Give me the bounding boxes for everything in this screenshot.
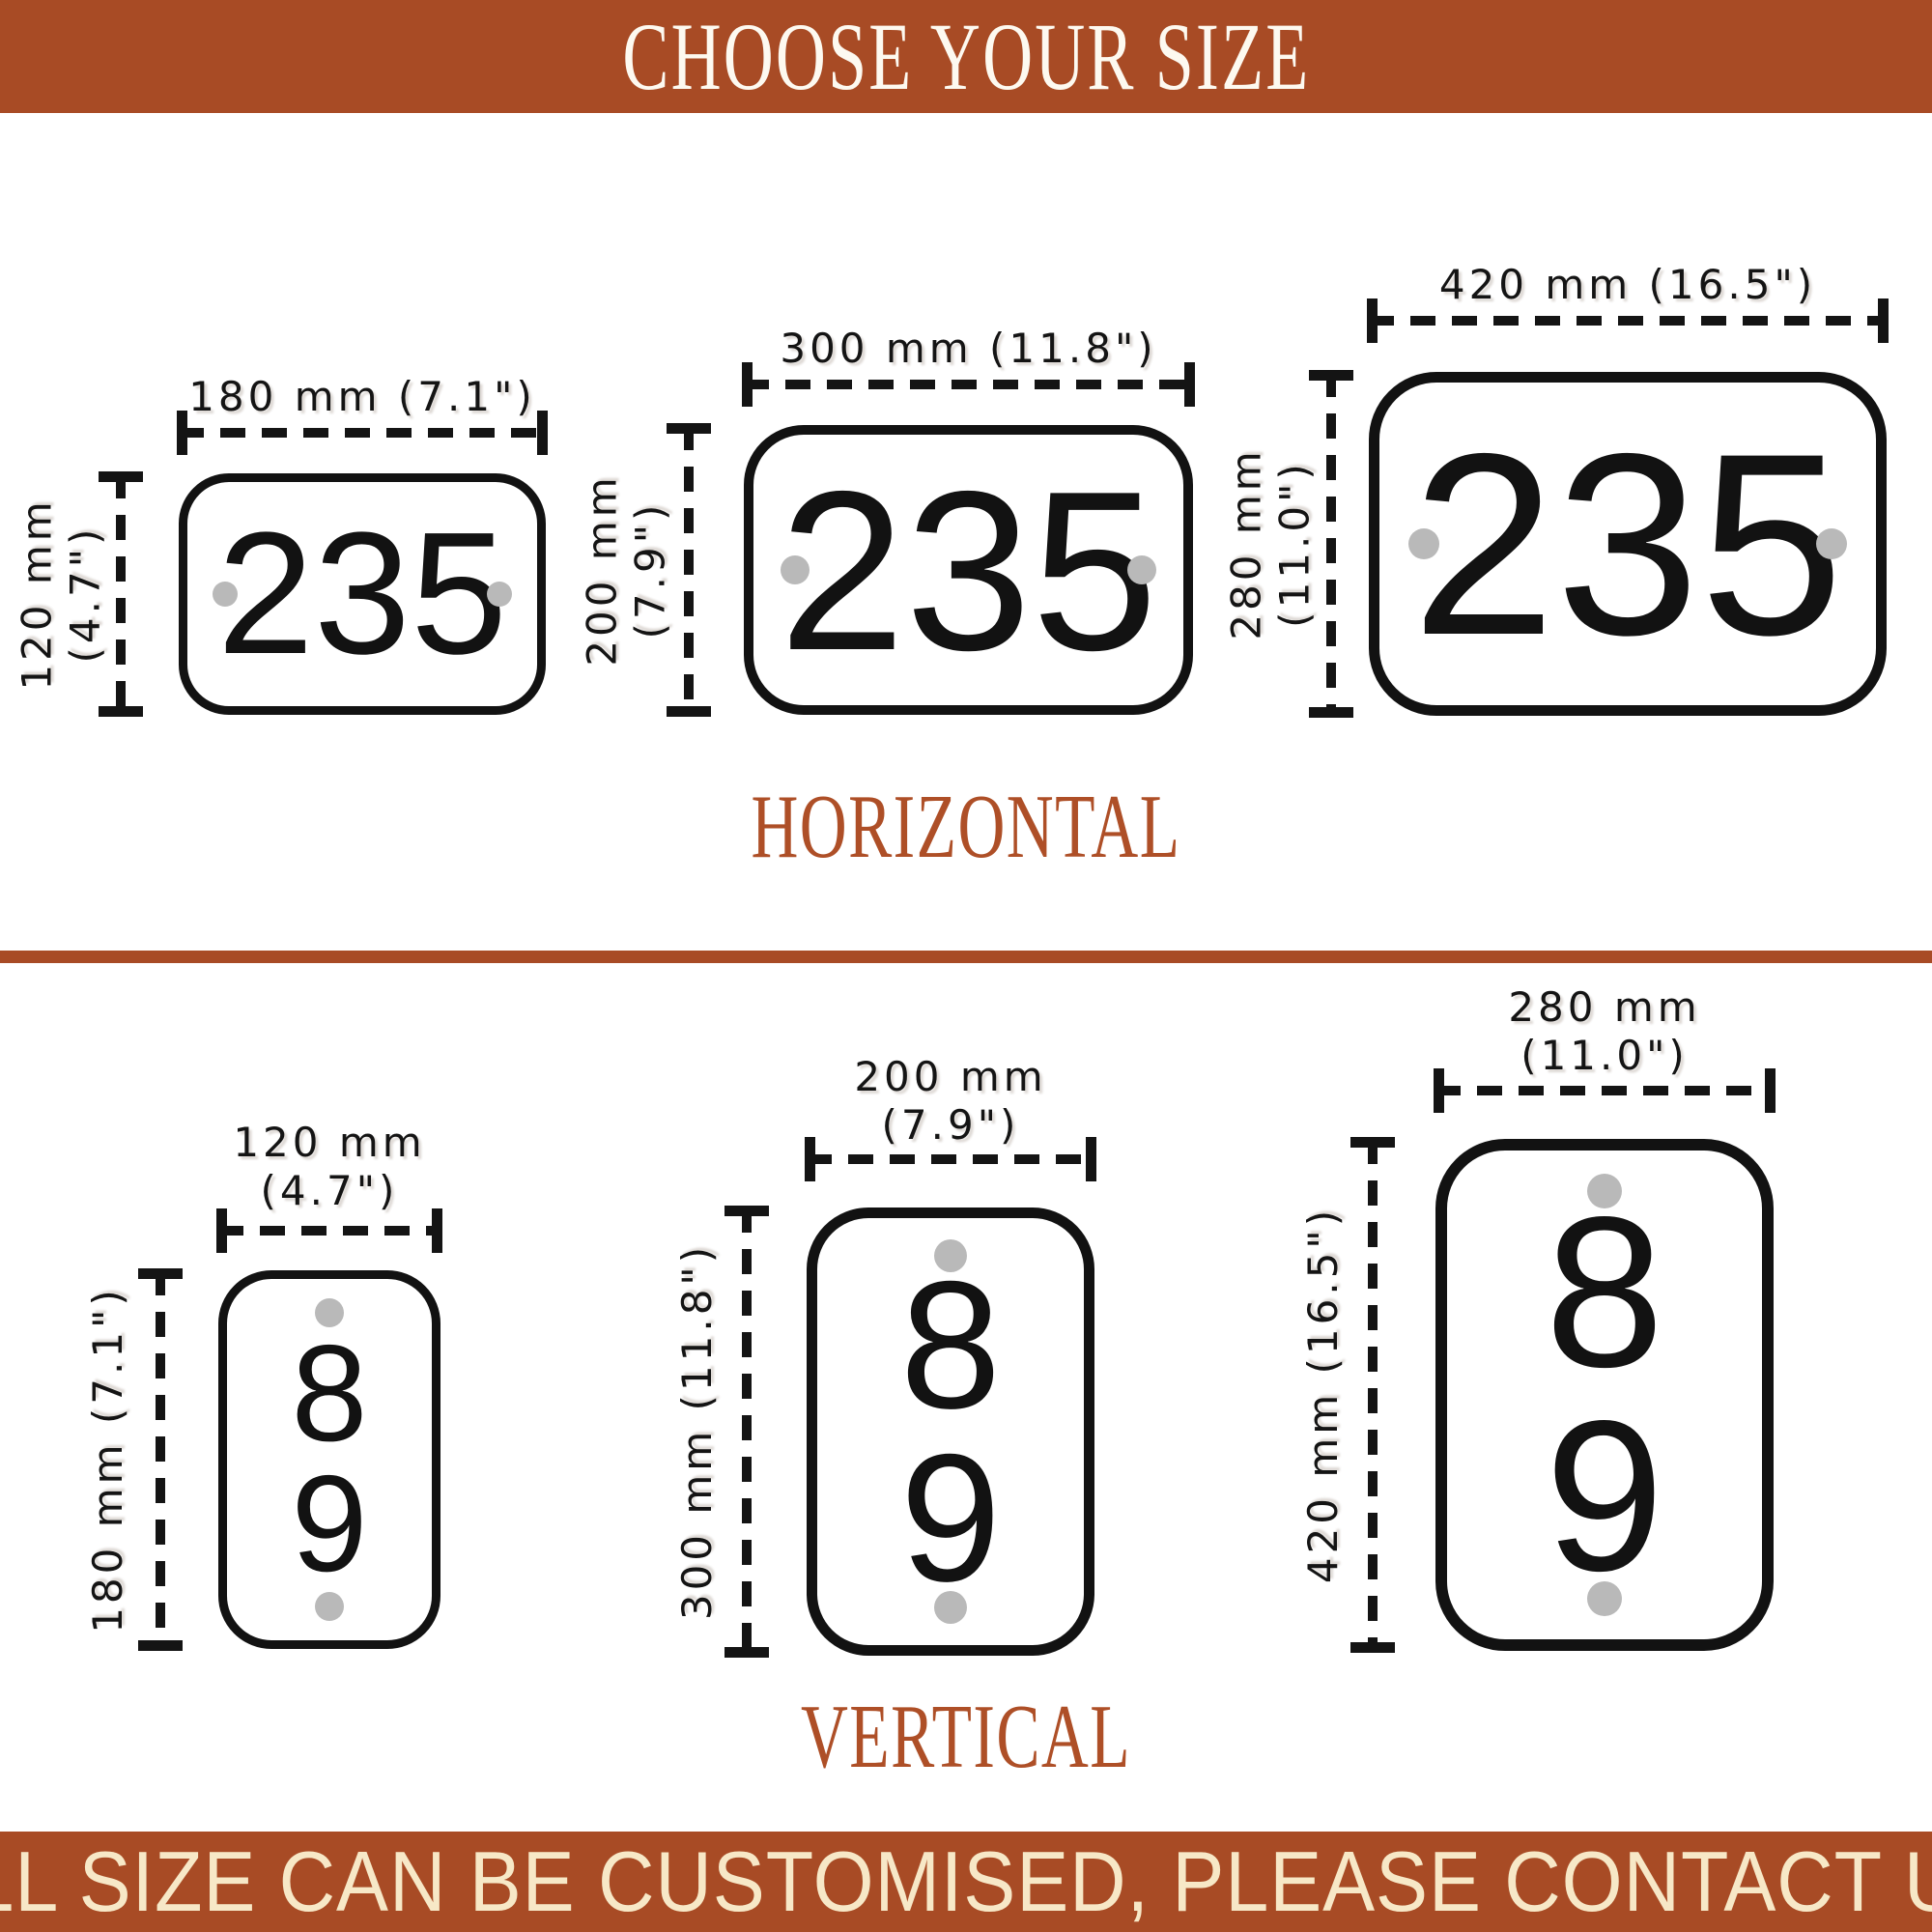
mounting-hole-dot <box>1587 1174 1622 1208</box>
width-dimension-line <box>177 411 548 455</box>
width-dimension-label: 280 mm (11.0") <box>1435 983 1774 1079</box>
house-number-digit-bottom: 9 <box>899 1416 1002 1619</box>
house-number-plaque: 235 <box>179 473 546 715</box>
mounting-hole-dot <box>315 1592 344 1621</box>
house-number-digit-top: 8 <box>291 1317 368 1471</box>
mounting-hole-dot <box>934 1239 967 1272</box>
height-dimension-line <box>99 471 143 717</box>
house-number-digit-top: 8 <box>1545 1173 1664 1413</box>
house-number: 235 <box>779 442 1158 697</box>
mounting-hole-dot <box>934 1591 967 1624</box>
bottom-banner: ALL SIZE CAN BE CUSTOMISED, PLEASE CONTA… <box>0 1832 1932 1932</box>
height-dimension-label: 180 mm (7.1") <box>84 1286 132 1634</box>
width-dimension-line <box>1367 298 1889 343</box>
house-number: 235 <box>216 497 508 691</box>
house-number-digit-bottom: 9 <box>291 1447 368 1601</box>
height-dimension-label: 420 mm (16.5") <box>1299 1206 1348 1584</box>
height-dimension-label-line1: 280 mm <box>1222 447 1270 640</box>
height-dimension-label: 120 mm (4.7") <box>13 497 108 690</box>
width-dimension-label: 200 mm (7.9") <box>807 1053 1094 1149</box>
height-dimension-label-line2: (4.7") <box>61 525 108 664</box>
width-dimension-line <box>805 1137 1096 1181</box>
mounting-hole-dot <box>1816 528 1847 559</box>
width-dimension-label-line1: 120 mm <box>233 1119 426 1166</box>
house-number-plaque: 8 9 <box>807 1208 1094 1656</box>
top-banner: CHOOSE YOUR SIZE <box>0 0 1932 113</box>
height-dimension-label-line1: 200 mm <box>578 473 626 667</box>
width-dimension-line <box>216 1208 442 1253</box>
height-dimension-label: 300 mm (11.8") <box>673 1242 722 1621</box>
horizontal-section-heading: HORIZONTAL <box>751 777 1181 877</box>
width-dimension-line <box>1434 1068 1776 1113</box>
height-dimension-label-line2: (7.9") <box>626 500 673 639</box>
width-dimension-label-line1: 280 mm <box>1508 983 1701 1031</box>
width-dimension-label-line2: (4.7") <box>260 1166 399 1214</box>
width-dimension-label: 120 mm (4.7") <box>218 1119 440 1214</box>
mounting-hole-dot <box>315 1298 344 1327</box>
height-dimension-label-line1: 120 mm <box>13 497 61 691</box>
mounting-hole-dot <box>781 555 810 584</box>
width-dimension-label: 300 mm (11.8") <box>780 325 1157 372</box>
height-dimension-line <box>1350 1137 1395 1653</box>
height-dimension-label: 280 mm (11.0") <box>1222 447 1318 639</box>
section-divider <box>0 951 1932 963</box>
mounting-hole-dot <box>1587 1581 1622 1616</box>
house-number-plaque: 235 <box>744 425 1193 715</box>
mounting-hole-dot <box>213 582 238 607</box>
house-number-plaque: 8 9 <box>218 1270 440 1649</box>
mounting-hole-dot <box>1408 528 1439 559</box>
width-dimension-label-line1: 200 mm <box>854 1053 1047 1100</box>
width-dimension-label-line2: (7.9") <box>881 1100 1020 1149</box>
bottom-banner-text: ALL SIZE CAN BE CUSTOMISED, PLEASE CONTA… <box>0 1833 1932 1929</box>
house-number-digit-top: 8 <box>899 1243 1002 1447</box>
height-dimension-label-line2: (11.0") <box>1270 460 1318 628</box>
house-number-plaque: 8 9 <box>1435 1139 1774 1651</box>
mounting-hole-dot <box>487 582 512 607</box>
width-dimension-line <box>742 362 1195 407</box>
width-dimension-label: 420 mm (16.5") <box>1438 261 1817 308</box>
height-dimension-line <box>667 423 711 717</box>
height-dimension-label: 200 mm (7.9") <box>578 473 673 666</box>
house-number: 235 <box>1411 399 1844 689</box>
width-dimension-label-line2: (11.0") <box>1520 1031 1689 1079</box>
mounting-hole-dot <box>1127 555 1156 584</box>
height-dimension-line <box>724 1206 769 1658</box>
house-number-digit-bottom: 9 <box>1545 1377 1664 1616</box>
height-dimension-line <box>1309 370 1353 718</box>
width-dimension-label: 180 mm (7.1") <box>188 373 536 420</box>
vertical-section-heading: VERTICAL <box>800 1687 1132 1787</box>
house-number-plaque: 235 <box>1369 372 1887 716</box>
height-dimension-line <box>138 1268 183 1651</box>
top-banner-title: CHOOSE YOUR SIZE <box>622 3 1310 110</box>
